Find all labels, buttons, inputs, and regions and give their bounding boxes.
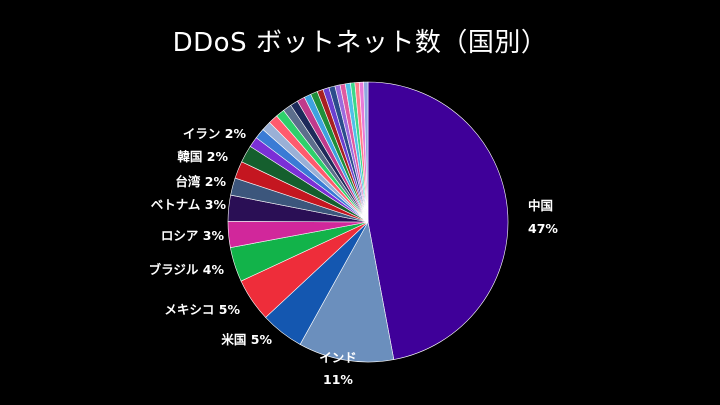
slice-label: メキシコ 5% (164, 302, 240, 317)
slice-label: イラン 2% (183, 126, 247, 141)
slice-label: ロシア 3% (161, 228, 225, 243)
slice-label: インド (319, 350, 357, 365)
pie-slice (367, 81, 509, 360)
pie-slice (299, 221, 395, 363)
slice-value-label: 47% (528, 221, 558, 236)
slice-label: ブラジル 4% (149, 262, 225, 277)
slice-label: 中国 (528, 198, 553, 213)
slice-label: 台湾 2% (175, 174, 226, 189)
chart-title: DDoS ボットネット数（国別） (172, 28, 548, 58)
pie-slices (227, 81, 509, 363)
pie-labels: 中国 47% インド 11% 米国 5% メキシコ 5% ブラジル 4% ロシア 3% ベトナム… (149, 126, 559, 387)
slice-label: ベトナム 3% (151, 197, 227, 212)
pie-slice (363, 81, 369, 223)
slice-label: 米国 5% (220, 332, 272, 347)
slice-label: 韓国 2% (177, 149, 228, 164)
slice-value-label: 11% (323, 372, 353, 387)
